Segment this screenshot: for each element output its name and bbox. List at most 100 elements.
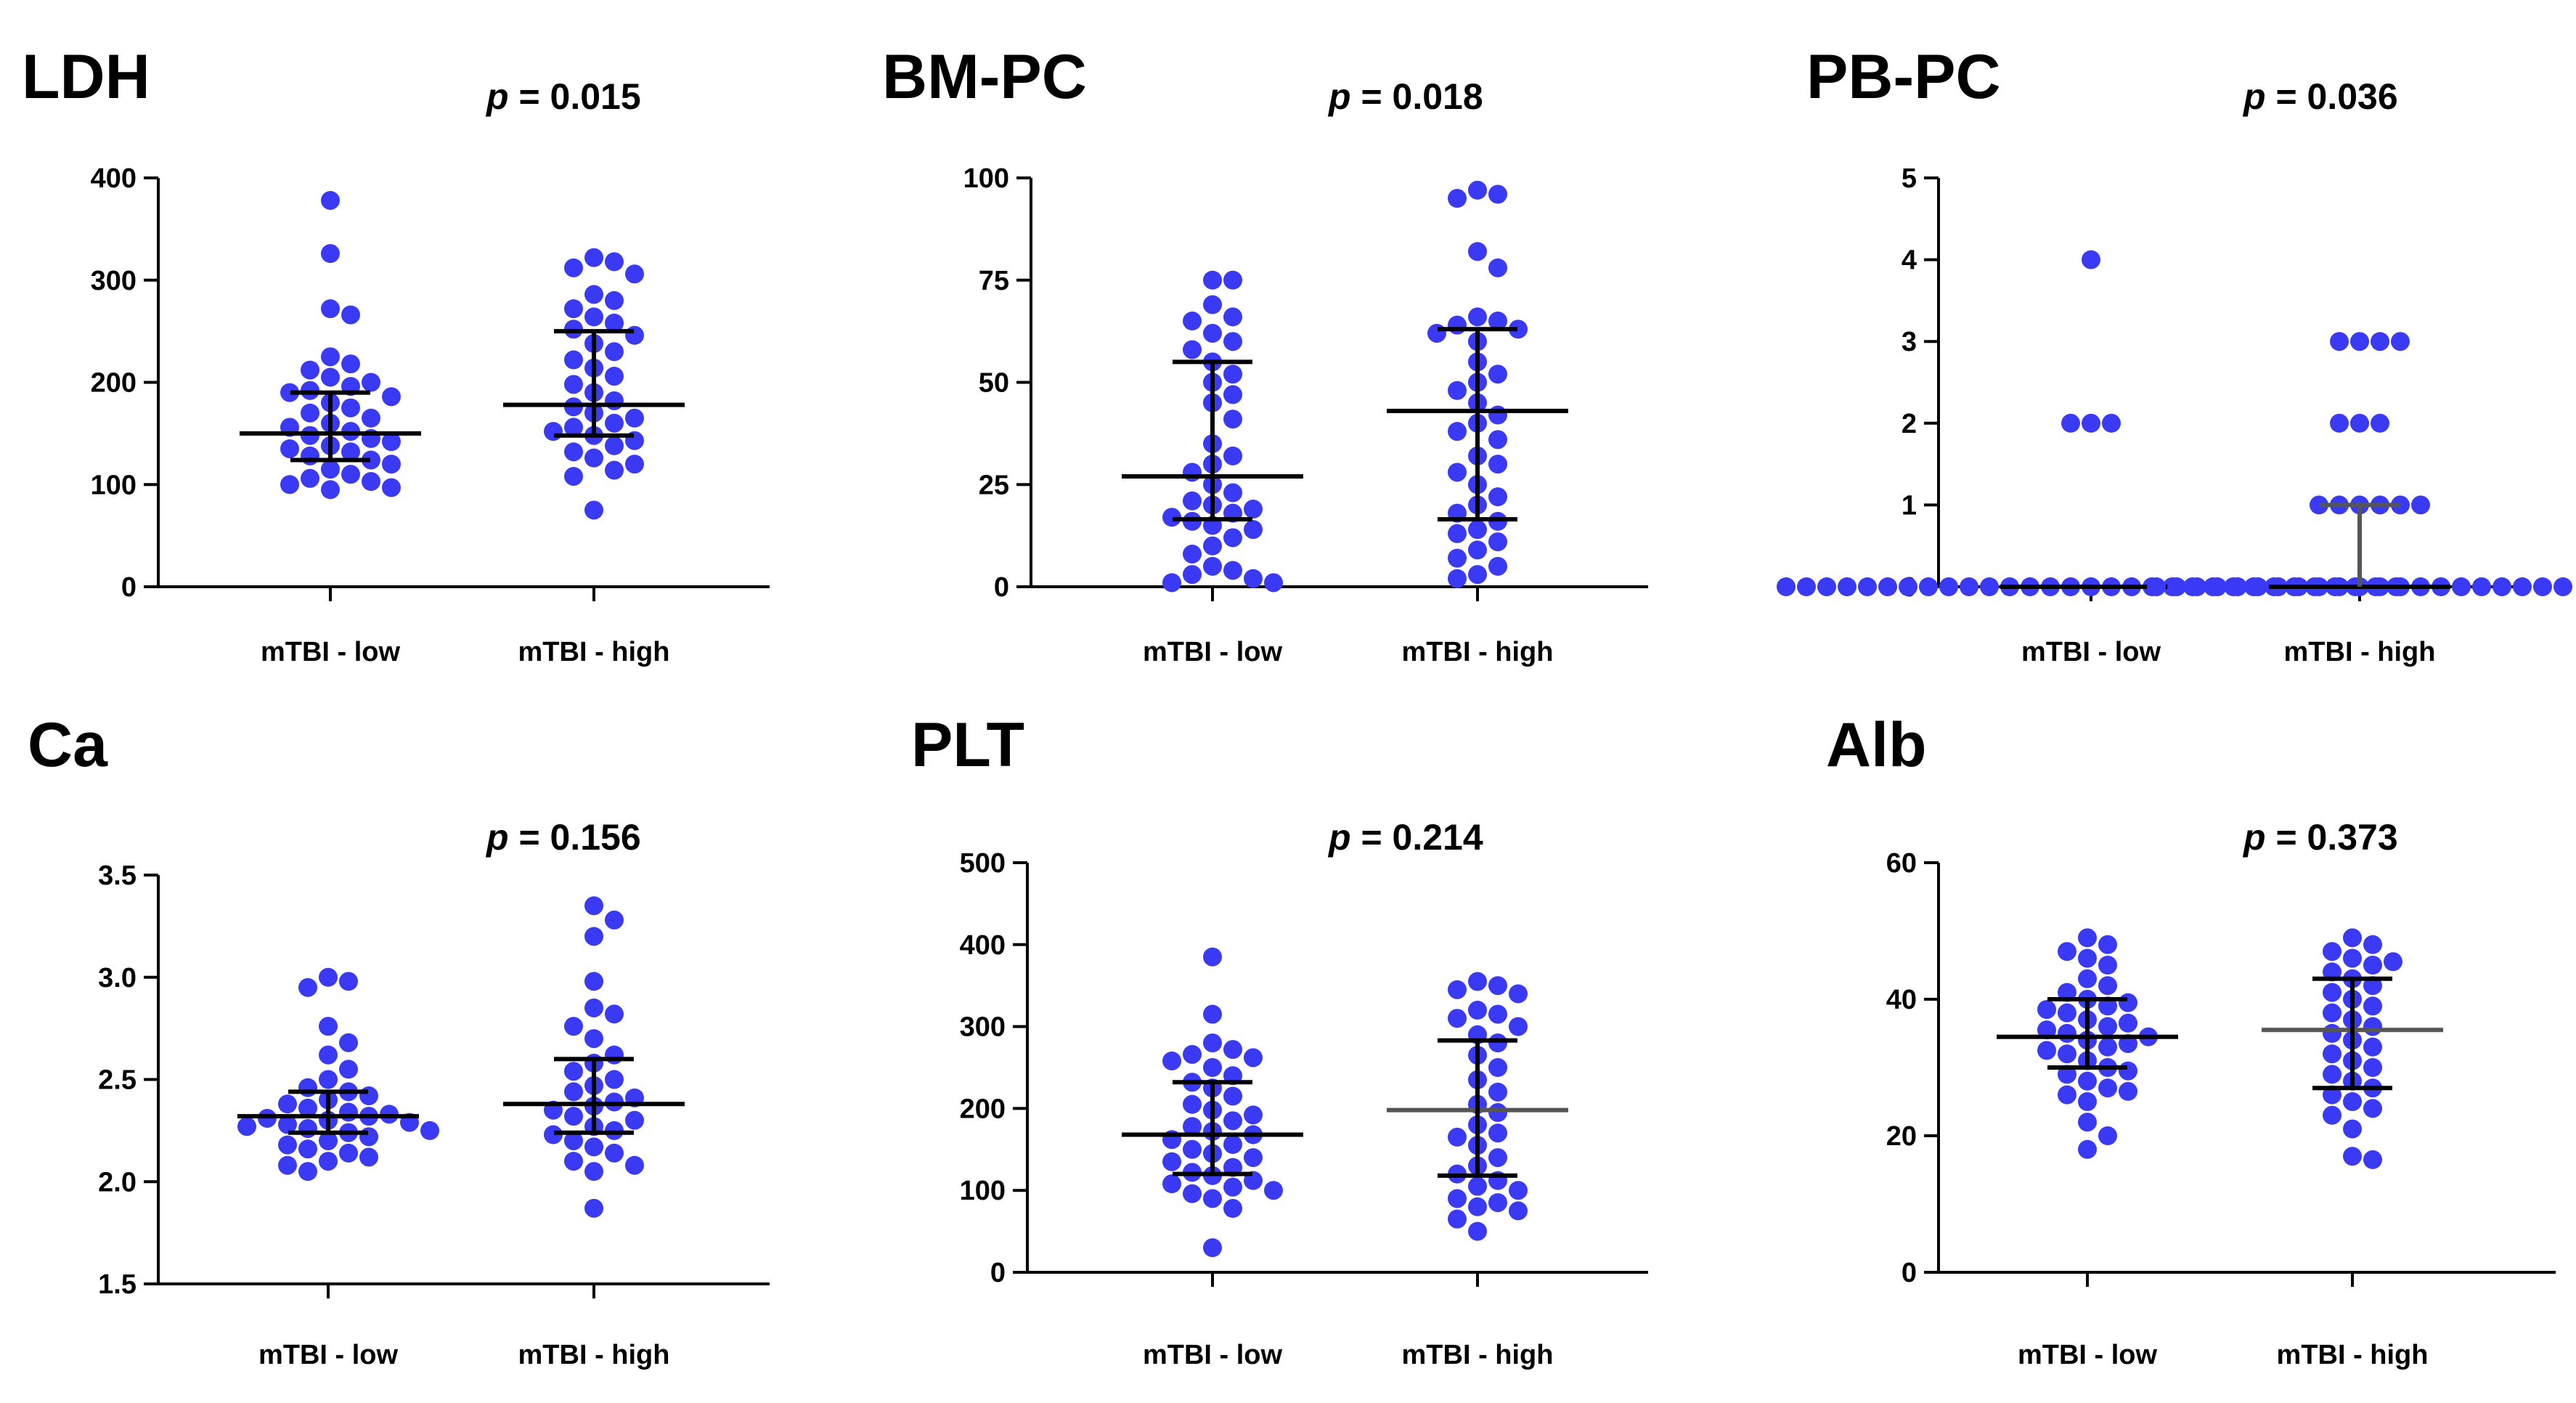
data-point xyxy=(625,455,644,474)
series-low xyxy=(1122,270,1303,593)
data-point xyxy=(1183,1044,1202,1064)
data-point xyxy=(625,408,644,428)
data-point xyxy=(2078,1092,2097,1111)
p-value-number: = 0.036 xyxy=(2266,76,2398,117)
data-point xyxy=(1162,1152,1181,1171)
data-point xyxy=(2147,577,2166,596)
data-point xyxy=(298,1119,317,1139)
data-point xyxy=(341,465,360,484)
chart-panel-alb: Alb p = 0.373 0 20 40 60 mTBI - low mTBI - high xyxy=(1826,710,2556,1370)
data-point xyxy=(2228,577,2247,596)
data-point xyxy=(1939,577,1958,596)
data-point xyxy=(2371,332,2389,351)
data-point xyxy=(341,442,360,462)
y-tick-label: 500 xyxy=(960,848,1006,879)
data-point xyxy=(2058,1003,2076,1022)
data-point xyxy=(2343,1119,2362,1139)
data-point xyxy=(298,1078,317,1097)
p-value-number: = 0.373 xyxy=(2266,817,2398,858)
data-point xyxy=(301,468,319,488)
data-point xyxy=(2323,1105,2341,1125)
data-point xyxy=(2343,1092,2362,1111)
y-tick-label: 100 xyxy=(963,163,1009,194)
data-point xyxy=(278,1115,297,1134)
data-point xyxy=(1223,561,1242,580)
p-value: p = 0.036 xyxy=(2242,76,2398,117)
x-category-label: mTBI - high xyxy=(2277,1340,2429,1370)
data-point xyxy=(1448,548,1467,568)
data-point xyxy=(2343,1147,2362,1166)
data-point xyxy=(584,448,603,468)
data-point xyxy=(2037,1000,2056,1020)
data-point xyxy=(1899,577,1917,596)
data-point xyxy=(1488,487,1507,507)
data-point xyxy=(2384,952,2402,972)
data-point xyxy=(1488,556,1507,576)
data-point xyxy=(2363,1099,2382,1118)
p-symbol: p xyxy=(2242,76,2266,117)
data-point xyxy=(1244,1148,1263,1168)
data-point xyxy=(359,1127,378,1147)
data-point xyxy=(605,342,624,362)
data-point xyxy=(1264,573,1283,593)
y-tick-label: 200 xyxy=(960,1094,1006,1124)
data-point xyxy=(584,1029,603,1049)
y-tick-label: 5 xyxy=(1902,163,1917,194)
x-category-label: mTBI - low xyxy=(261,637,401,667)
data-point xyxy=(2037,1041,2056,1060)
x-category-label: mTBI - low xyxy=(258,1340,399,1370)
data-point xyxy=(625,1155,644,1175)
y-tick-label: 20 xyxy=(1886,1121,1917,1152)
y-tick-label: 2.5 xyxy=(98,1065,136,1096)
y-tick-label: 4 xyxy=(1902,245,1917,276)
data-point xyxy=(278,1135,297,1155)
data-point xyxy=(1509,320,1528,339)
y-tick-label: 0 xyxy=(990,1258,1006,1288)
data-point xyxy=(584,927,603,946)
data-point xyxy=(2058,1024,2076,1043)
data-point xyxy=(1468,242,1487,261)
data-point xyxy=(584,896,603,916)
chart-panel-bm-pc: BM-PC p = 0.018 0 25 50 75 100 mTBI - low mTBI -… xyxy=(882,42,1648,667)
data-point xyxy=(625,264,644,284)
data-point xyxy=(2363,956,2382,975)
data-point xyxy=(605,391,624,410)
series-high xyxy=(2262,928,2443,1169)
data-point xyxy=(1203,295,1222,314)
data-point xyxy=(362,472,380,492)
data-point xyxy=(2078,948,2097,968)
data-point xyxy=(1919,577,1938,596)
data-point xyxy=(2119,1013,2137,1033)
data-point xyxy=(1488,1058,1507,1077)
data-point xyxy=(301,446,319,465)
data-point xyxy=(564,1152,583,1171)
data-point xyxy=(339,972,358,991)
data-point xyxy=(1448,980,1467,999)
data-point xyxy=(2098,1126,2117,1145)
data-point xyxy=(2119,993,2137,1012)
data-point xyxy=(2371,413,2389,433)
data-point xyxy=(362,450,380,470)
data-point xyxy=(1777,577,1796,596)
data-point xyxy=(2249,577,2267,596)
data-point xyxy=(1203,1004,1222,1024)
x-category-label: mTBI - low xyxy=(2021,637,2161,667)
data-point xyxy=(1468,520,1487,540)
data-point xyxy=(584,285,603,304)
data-point xyxy=(2363,1037,2382,1057)
data-point xyxy=(1980,577,1999,596)
data-point xyxy=(319,1017,338,1036)
data-point xyxy=(301,360,319,380)
y-tick-label: 40 xyxy=(1886,985,1917,1015)
data-point xyxy=(1203,270,1222,290)
data-point xyxy=(278,1155,297,1175)
data-point xyxy=(2363,1150,2382,1169)
data-point xyxy=(2310,495,2328,515)
data-point xyxy=(2350,332,2369,351)
y-tick-label: 2.0 xyxy=(98,1167,136,1197)
panel-label: BM-PC xyxy=(882,42,1087,112)
data-point xyxy=(1488,1033,1507,1053)
data-point xyxy=(625,325,644,345)
data-point xyxy=(1223,1177,1242,1197)
data-point xyxy=(298,977,317,997)
